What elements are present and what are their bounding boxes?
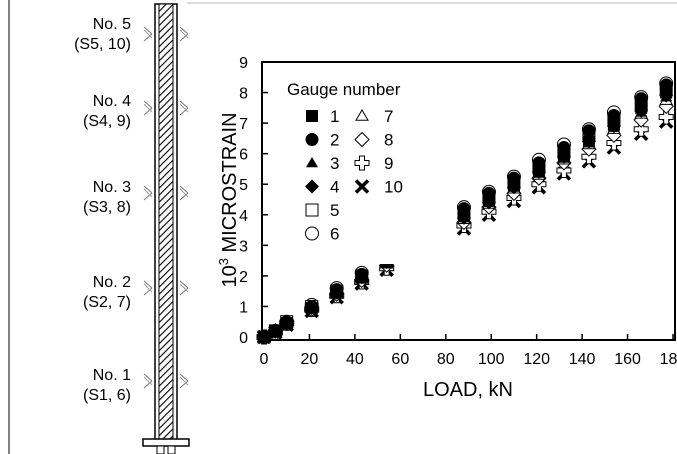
legend-label: 4: [330, 178, 339, 197]
x-tick-label: 0: [260, 351, 269, 368]
legend-label: 8: [384, 131, 393, 150]
y-tick-label: 2: [239, 269, 248, 286]
data-point-series-1: [269, 324, 282, 337]
data-point-series-1: [582, 135, 595, 148]
data-point-series-1: [507, 179, 520, 192]
pile-diagram: [142, 3, 190, 454]
gauge-label-4: No. 4 (S4, 9): [0, 92, 131, 132]
svg-text:103 MICROSTRAIN: 103 MICROSTRAIN: [216, 112, 241, 287]
data-point-series-1: [457, 210, 470, 223]
legend-marker-3: [306, 157, 318, 168]
legend-marker-1: [306, 110, 318, 122]
gauge-label-2: No. 2 (S2, 7): [0, 273, 131, 313]
gauge-label-5: No. 5 (S5, 10): [0, 15, 131, 55]
gauge-mark: [143, 185, 189, 201]
x-axis-title: LOAD, kN: [423, 379, 513, 401]
legend-title: Gauge number: [287, 80, 401, 99]
legend-marker-5: [305, 203, 319, 217]
gauge-mark: [143, 373, 189, 389]
y-tick-label: 9: [239, 55, 248, 72]
data-point-series-1: [635, 101, 648, 114]
y-axis-title-exp: 3: [216, 258, 231, 265]
legend-marker-4: [305, 179, 319, 194]
gauge-name: No. 4: [92, 93, 131, 110]
legend-label: 6: [330, 225, 339, 244]
gauge-mark: [143, 280, 189, 296]
y-axis-title-rest: MICROSTRAIN: [219, 112, 241, 258]
data-point-series-9: [633, 121, 649, 137]
gauge-pair: (S4, 9): [82, 113, 131, 130]
legend-marker-6: [305, 226, 319, 241]
legend-marker-8: [354, 131, 370, 148]
data-point-series-1: [482, 195, 495, 208]
y-tick-label: 3: [239, 238, 248, 255]
y-tick-label: 7: [239, 116, 248, 133]
data-point-series-1: [280, 317, 293, 330]
gauge-pair: (S3, 8): [82, 199, 131, 216]
gauge-pair: (S5, 10): [74, 36, 131, 53]
x-tick-label: 160: [614, 351, 641, 368]
legend-marker-2: [305, 133, 319, 146]
data-point-series-1: [532, 164, 545, 177]
data-point-series-1: [355, 271, 368, 284]
x-tick-label: 180: [660, 351, 677, 368]
data-point-series-9: [658, 109, 674, 125]
x-tick-label: 40: [346, 351, 364, 368]
gauge-pair: (S2, 7): [82, 294, 131, 311]
data-point-series-1: [660, 86, 673, 99]
gauge-pair: (S1, 6): [82, 387, 131, 404]
y-tick-label: 6: [239, 147, 248, 164]
data-point-series-1: [330, 286, 343, 299]
x-tick-label: 80: [437, 351, 455, 368]
legend-marker-10: [354, 179, 370, 194]
data-point-series-1: [607, 118, 620, 131]
x-tick-label: 60: [391, 351, 409, 368]
pile-base-stub-left: [156, 445, 165, 454]
legend-marker-7: [355, 109, 369, 121]
y-tick-label: 4: [239, 208, 248, 225]
gauge-name: No. 1: [92, 367, 131, 384]
legend-label: 10: [384, 178, 403, 197]
x-tick-label: 120: [523, 351, 550, 368]
x-tick-label: 140: [569, 351, 596, 368]
data-point-series-1: [305, 301, 318, 314]
data-point-series-2: [582, 124, 596, 138]
legend-label: 9: [384, 154, 393, 173]
y-tick-label: 8: [239, 86, 248, 103]
y-axis-title: 103 MICROSTRAIN: [216, 112, 241, 287]
pile-core: [158, 3, 174, 443]
x-tick-label: 20: [301, 351, 319, 368]
data-point-series-1: [557, 150, 570, 163]
gauge-name: No. 2: [92, 274, 131, 291]
legend-label: 3: [330, 154, 339, 173]
y-tick-label: 5: [239, 177, 248, 194]
pile-base-plate: [142, 438, 190, 447]
gauge-label-1: No. 1 (S1, 6): [0, 366, 131, 406]
plot-frame: [261, 61, 676, 341]
legend-label: 5: [330, 201, 339, 220]
legend-marker-9: [354, 155, 370, 171]
gauge-label-3: No. 3 (S3, 8): [0, 178, 131, 218]
legend-label: 1: [330, 107, 339, 126]
gauge-mark: [143, 100, 189, 116]
x-tick-label: 100: [478, 351, 505, 368]
gauge-name: No. 5: [92, 16, 131, 33]
pile-base-stub-right: [167, 445, 176, 454]
data-point-series-1: [258, 331, 270, 343]
y-tick-label: 1: [239, 299, 248, 316]
legend-label: 7: [384, 107, 393, 126]
y-axis-title-base: 10: [219, 265, 241, 287]
legend-label: 2: [330, 131, 339, 150]
y-tick-label: 0: [239, 330, 248, 347]
gauge-name: No. 3: [92, 179, 131, 196]
gauge-mark: [143, 26, 189, 42]
